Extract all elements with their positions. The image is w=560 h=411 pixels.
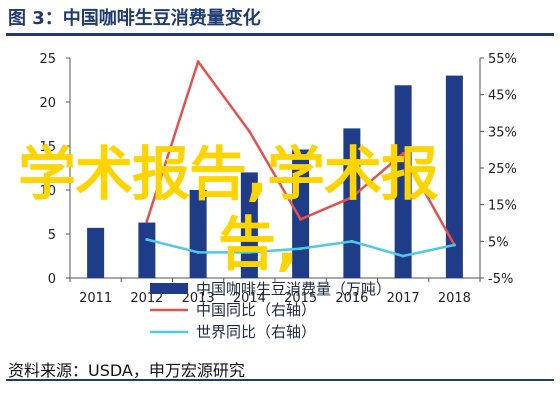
bar bbox=[394, 85, 412, 278]
china-yoy-line-point bbox=[196, 60, 200, 64]
world-yoy-line-point bbox=[452, 243, 456, 247]
y-tick-label-right: 45% bbox=[488, 89, 517, 104]
bar bbox=[445, 75, 463, 278]
chart-title: 图 3：中国咖啡生豆消费量变化 bbox=[8, 8, 261, 29]
y-tick-label-right: 15% bbox=[488, 199, 517, 214]
source-note: 资料来源：USDA，申万宏源研究 bbox=[8, 361, 245, 380]
world-yoy-line-point bbox=[247, 250, 251, 254]
watermark-text: 告, bbox=[218, 210, 299, 278]
china-yoy-line-point bbox=[145, 219, 149, 223]
y-tick-label-left: 15 bbox=[39, 140, 56, 155]
y-tick-label-right: 55% bbox=[488, 52, 517, 67]
legend-label: 世界同比（右轴） bbox=[196, 323, 316, 341]
y-tick-label-left: 10 bbox=[39, 184, 56, 199]
y-tick-label-left: 25 bbox=[39, 52, 56, 67]
world-yoy-line-point bbox=[350, 239, 354, 243]
x-tick-label: 2015 bbox=[284, 291, 317, 306]
china-yoy-line-point bbox=[247, 129, 251, 133]
x-tick-label: 2017 bbox=[387, 291, 420, 306]
x-tick-label: 2014 bbox=[233, 291, 266, 306]
world-yoy-line-point bbox=[401, 254, 405, 258]
title-underline bbox=[6, 33, 554, 36]
x-tick-label: 2012 bbox=[130, 291, 163, 306]
china-yoy-line-point bbox=[401, 151, 405, 155]
y-tick-label-left: 5 bbox=[48, 228, 56, 243]
watermark-text: 学术报告,学术报 bbox=[18, 140, 439, 208]
world-yoy-line-point bbox=[299, 247, 303, 251]
x-tick-label: 2016 bbox=[335, 291, 368, 306]
world-yoy-line-point bbox=[196, 250, 200, 254]
bar bbox=[343, 128, 361, 278]
y-tick-label-left: 20 bbox=[39, 96, 56, 111]
y-tick-label-left: 0 bbox=[48, 272, 56, 287]
y-tick-label-right: 5% bbox=[488, 235, 509, 250]
bar bbox=[292, 149, 310, 278]
china-yoy-line-point bbox=[299, 217, 303, 221]
legend-label: 中国同比（右轴） bbox=[196, 301, 316, 319]
x-tick-label: 2011 bbox=[79, 291, 112, 306]
chart-header: 图 3：中国咖啡生豆消费量变化 bbox=[0, 0, 560, 36]
combo-chart: 0 5 10 15 20 25 -5% 5% 15% 25% 35% 45% 55% 2011 2012 20… bbox=[39, 52, 517, 341]
china-yoy-line-point bbox=[350, 195, 354, 199]
bar bbox=[189, 190, 207, 278]
x-tick-label: 2013 bbox=[182, 291, 215, 306]
world-yoy-line-point bbox=[145, 238, 149, 241]
bar bbox=[87, 227, 105, 278]
y-tick-label-right: 25% bbox=[488, 162, 517, 177]
legend-label: 中国咖啡生豆消费量（万吨） bbox=[196, 280, 391, 298]
x-tick-label: 2018 bbox=[438, 291, 471, 306]
bar bbox=[138, 222, 156, 278]
y-tick-label-right: -5% bbox=[488, 272, 513, 287]
legend-swatch-bar bbox=[150, 283, 188, 294]
y-tick-label-right: 35% bbox=[488, 125, 517, 140]
footer-rule bbox=[6, 379, 554, 381]
